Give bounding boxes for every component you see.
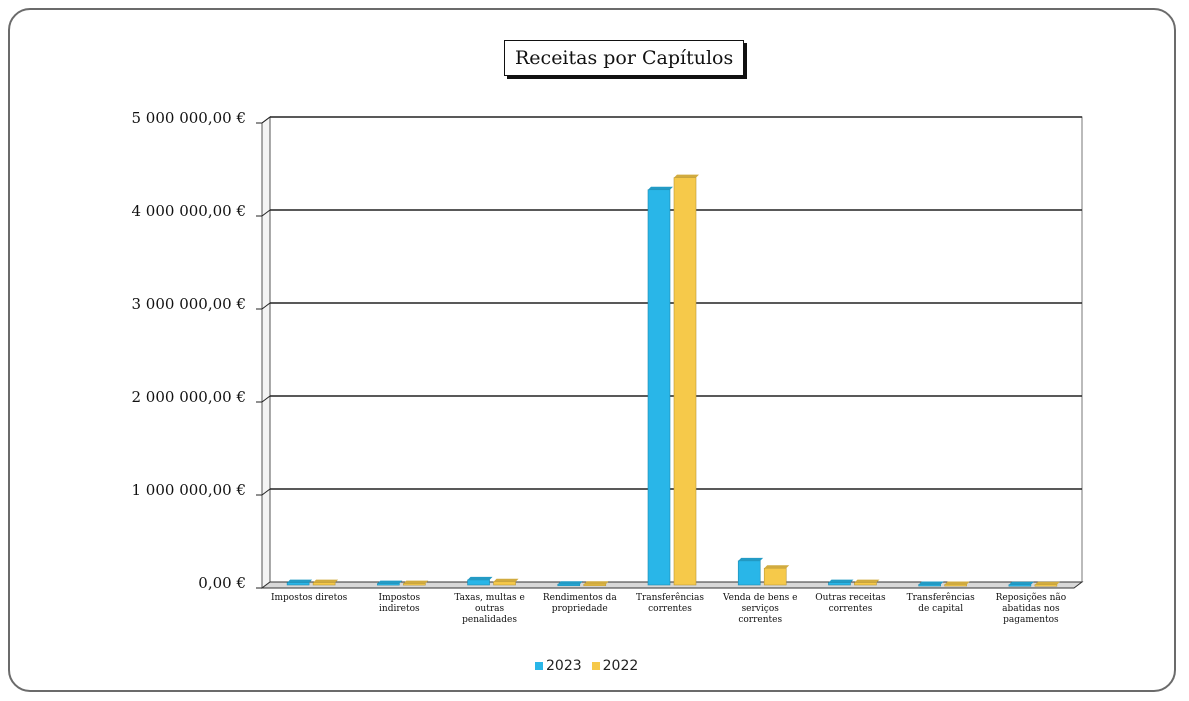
bar-top-2023-6 bbox=[828, 579, 854, 583]
bar-2023-6 bbox=[828, 582, 851, 586]
x-tick-label: Impostos indiretos bbox=[379, 593, 421, 614]
bar-2023-7 bbox=[918, 584, 941, 587]
x-tick-label: Reposições não abatidas nos pagamentos bbox=[996, 592, 1067, 625]
y-tick-label: 5 000 000,00 € bbox=[131, 109, 246, 127]
legend-item-2023: 2023 bbox=[535, 658, 582, 674]
bar-top-2022-0 bbox=[313, 579, 339, 583]
plot-floor bbox=[260, 581, 1084, 589]
bar-top-2022-8 bbox=[1034, 581, 1060, 585]
x-tick-label: Venda de bens e serviços correntes bbox=[722, 593, 797, 625]
chart-title: Receitas por Capítulos bbox=[515, 47, 734, 69]
gridline-depth bbox=[261, 302, 271, 310]
gridline-depth bbox=[261, 116, 271, 124]
chart-legend: 2023 2022 bbox=[535, 658, 638, 674]
bar-top-2023-5 bbox=[738, 557, 764, 561]
x-tick-label: Rendimentos da propriedade bbox=[543, 593, 617, 614]
bar-2022-2 bbox=[493, 581, 516, 586]
legend-item-2022: 2022 bbox=[591, 658, 639, 674]
bar-2022-8 bbox=[1034, 584, 1058, 587]
bar-top-2023-7 bbox=[918, 581, 944, 585]
legend-label-2023: 2023 bbox=[546, 658, 582, 674]
x-tick-label: Transferências correntes bbox=[636, 592, 704, 614]
bar-top-2022-7 bbox=[944, 581, 970, 585]
y-tick-label: 3 000 000,00 € bbox=[131, 295, 246, 313]
bar-top-2023-3 bbox=[557, 581, 583, 585]
bar-2022-0 bbox=[312, 582, 336, 586]
plot-side-wall bbox=[261, 116, 271, 589]
y-tick-label: 2 000 000,00 € bbox=[131, 388, 246, 406]
bar-2022-1 bbox=[403, 583, 426, 586]
bar-2023-8 bbox=[1008, 584, 1032, 587]
chart-title-box: Receitas por Capítulos bbox=[504, 40, 745, 76]
bar-2022-6 bbox=[854, 582, 877, 586]
bar-top-2022-5 bbox=[764, 565, 790, 569]
bar-2023-3 bbox=[557, 583, 581, 587]
bar-2023-4 bbox=[647, 189, 671, 586]
bar-top-2022-1 bbox=[403, 580, 429, 584]
bar-top-2023-0 bbox=[287, 579, 313, 583]
bar-2022-3 bbox=[583, 583, 607, 587]
bar-2022-5 bbox=[763, 567, 787, 586]
bar-2023-2 bbox=[467, 579, 490, 586]
x-tick-label: Transferências de capital bbox=[907, 592, 975, 614]
bar-2022-7 bbox=[944, 584, 967, 587]
legend-swatch-2022 bbox=[591, 662, 600, 670]
bar-2022-4 bbox=[673, 177, 697, 586]
legend-swatch-2023 bbox=[535, 662, 543, 670]
gridline-depth bbox=[261, 488, 271, 496]
bar-top-2023-8 bbox=[1008, 581, 1034, 585]
bar-top-2023-2 bbox=[467, 576, 493, 580]
y-tick-label: 4 000 000,00 € bbox=[131, 202, 246, 220]
bar-top-2022-3 bbox=[583, 581, 609, 585]
bar-top-2023-4 bbox=[648, 186, 673, 190]
x-tick-label: Impostos diretos bbox=[271, 593, 348, 603]
bar-2023-5 bbox=[737, 560, 761, 586]
bar-top-2022-2 bbox=[493, 578, 519, 582]
y-tick-label: 0,00 € bbox=[198, 574, 246, 592]
bar-top-2022-6 bbox=[854, 579, 880, 583]
bar-top-2022-4 bbox=[674, 174, 699, 178]
legend-label-2022: 2022 bbox=[602, 658, 639, 674]
x-tick-label: Outras receitas correntes bbox=[815, 593, 886, 614]
y-tick-label: 1 000 000,00 € bbox=[131, 481, 246, 499]
x-tick-label: Taxas, multas e outras penalidades bbox=[454, 593, 524, 625]
bar-top-2023-1 bbox=[377, 580, 403, 584]
gridline-depth bbox=[261, 395, 271, 403]
bar-2023-1 bbox=[377, 583, 400, 586]
bar-2023-0 bbox=[286, 582, 310, 586]
gridline-depth bbox=[261, 209, 271, 217]
